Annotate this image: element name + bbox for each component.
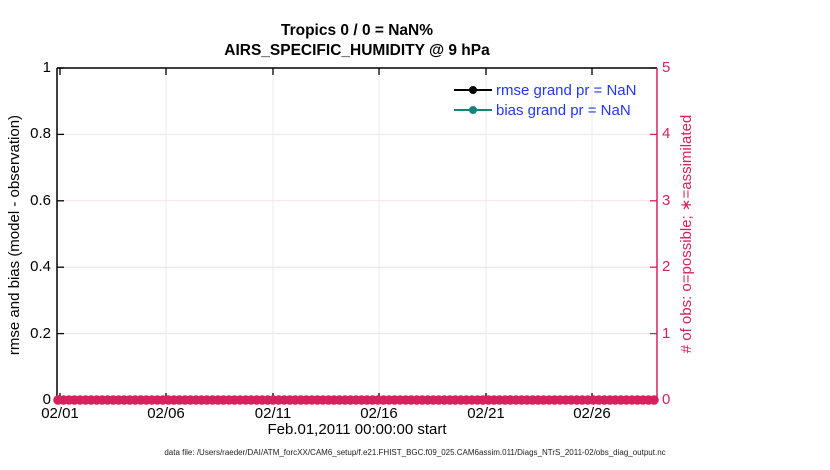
legend-label-bias: bias grand pr = NaN — [496, 101, 631, 119]
x-axis-label: Feb.01,2011 00:00:00 start — [267, 421, 447, 438]
x-tick-02-26: 02/26 — [573, 405, 611, 422]
x-tick-02-21: 02/21 — [467, 405, 505, 422]
y-right-tick-0: 0 — [662, 391, 671, 408]
bias-line-sample — [454, 106, 492, 114]
x-tick-02-06: 02/06 — [147, 405, 185, 422]
y-right-tick-5: 5 — [662, 59, 671, 76]
y-left-tick-1: 1 — [42, 59, 51, 76]
rmse-marker-dot — [469, 86, 477, 94]
chart-subtitle: AIRS_SPECIFIC_HUMIDITY @ 9 hPa — [224, 42, 490, 59]
legend-item-rmse: rmse grand pr = NaN — [454, 80, 636, 100]
y-left-tick-0.2: 0.2 — [30, 324, 51, 342]
legend-item-bias: bias grand pr = NaN — [454, 100, 636, 120]
y-right-tick-3: 3 — [662, 191, 671, 209]
y-left-tick-0.8: 0.8 — [30, 125, 51, 143]
y-right-tick-2: 2 — [662, 258, 671, 276]
y-axis-label-right: # of obs: o=possible; ∗=assimilated — [678, 114, 695, 354]
chart-title: Tropics 0 / 0 = NaN% — [280, 22, 434, 39]
x-tick-02-11: 02/11 — [254, 405, 292, 422]
y-left-tick-0.4: 0.4 — [30, 258, 51, 276]
rmse-line-sample — [454, 86, 492, 94]
x-tick-02-01: 02/01 — [41, 405, 79, 422]
obs-count-marker-band — [53, 395, 659, 405]
gridlines — [58, 69, 656, 399]
legend: rmse grand pr = NaN bias grand pr = NaN — [454, 80, 636, 120]
chart-title-block: Tropics 0 / 0 = NaN% AIRS_SPECIFIC_HUMID… — [57, 21, 657, 61]
y-left-tick-0: 0 — [42, 391, 51, 408]
bias-marker-dot — [469, 106, 477, 114]
y-right-tick-4: 4 — [662, 125, 671, 143]
y-right-tick-1: 1 — [662, 324, 671, 342]
y-axis-label-left: rmse and bias (model - observation) — [6, 114, 23, 356]
legend-label-rmse: rmse grand pr = NaN — [496, 81, 637, 99]
x-tick-02-16: 02/16 — [360, 405, 398, 422]
y-left-tick-0.6: 0.6 — [30, 191, 51, 209]
data-file-path: data file: /Users/raeder/DAI/ATM_forcXX/… — [164, 448, 666, 457]
